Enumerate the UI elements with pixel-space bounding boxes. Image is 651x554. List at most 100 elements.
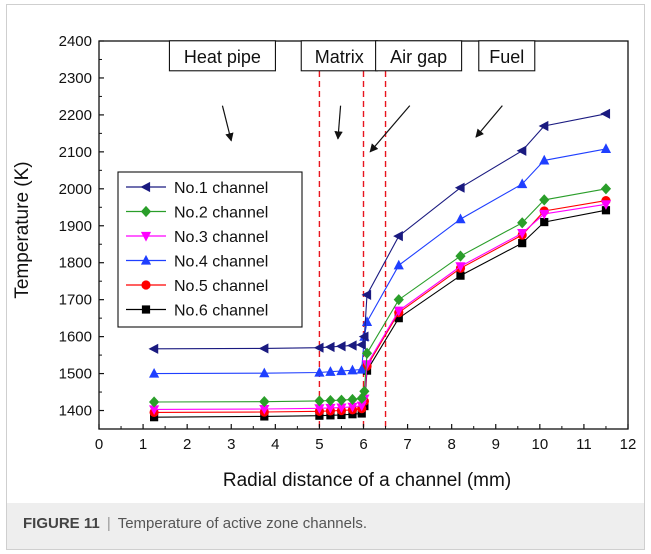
figure-caption: FIGURE 11 | Temperature of active zone c… [23,515,367,532]
annotation-label: Matrix [315,47,364,67]
legend-entry-6: No.1 channel [126,180,268,197]
legend-entry-5: No.2 channel [126,205,268,222]
data-point [347,402,358,413]
y-tick-label: 1800 [59,255,92,272]
series-6 [148,108,611,354]
data-point [335,341,346,352]
legend-label: No.5 channel [174,278,268,295]
data-point [516,145,527,156]
data-point [393,306,404,317]
data-point [361,316,373,326]
data-point [600,200,612,210]
data-point [361,347,373,359]
data-point [324,341,335,353]
data-point [314,404,325,414]
x-tick-label: 8 [447,436,455,453]
data-point [325,394,336,407]
annotation-arrow [475,105,503,138]
x-tick-label: 6 [359,436,367,453]
data-point [357,409,366,418]
y-tick-label: 1900 [59,218,92,235]
legend-swatch-marker [140,205,152,218]
data-point [313,342,324,353]
data-point [148,343,159,354]
y-tick-label: 1400 [59,403,92,420]
data-point [393,259,404,270]
x-tick-label: 3 [227,436,235,453]
data-point [361,360,373,370]
legend-label: No.4 channel [174,254,268,271]
zone-annotation-3: Air gap [369,40,463,153]
data-point [314,395,325,407]
data-point [336,365,347,376]
series-5 [149,183,612,408]
y-tick-label: 2100 [59,144,92,161]
data-point [325,403,336,414]
y-tick-label: 1600 [59,329,92,346]
annotation-box [168,40,276,72]
data-point [149,396,160,408]
data-point [393,294,404,306]
caption-separator: | [106,515,111,532]
annotation-arrow [221,105,234,142]
y-tick-label: 1700 [59,292,92,309]
data-point [455,250,466,262]
zone-annotation-4: Fuel [475,40,536,138]
data-point [539,209,550,220]
annotation-box [300,40,378,72]
caption-label: FIGURE 11 [23,515,100,532]
data-point [456,271,465,280]
data-point [356,339,366,350]
legend-entry-2: No.5 channel [126,278,268,295]
data-point [455,262,466,273]
data-point [347,364,358,375]
x-tick-label: 4 [271,436,279,453]
x-tick-label: 2 [183,436,191,453]
legend-label: No.1 channel [174,180,268,197]
data-point [359,385,370,397]
data-point [517,178,528,189]
x-tick-label: 9 [492,436,500,453]
annotation-arrow [369,105,411,153]
data-point [356,363,367,374]
y-tick-label: 2000 [59,181,92,198]
data-point [346,340,357,351]
x-tick-label: 0 [95,436,103,453]
legend-swatch-marker [140,254,152,265]
zone-annotation-2: Matrix [300,40,378,140]
data-point [356,392,367,404]
x-tick-label: 1 [139,436,147,453]
data-point [393,231,403,242]
data-point [149,405,160,416]
x-tick-label: 7 [403,436,411,453]
data-point [259,367,270,378]
data-point [600,143,612,154]
legend-label: No.6 channel [174,303,268,320]
y-tick-label: 1500 [59,366,92,383]
caption-bar [7,503,644,549]
x-tick-label: 5 [315,436,323,453]
data-point [600,108,611,119]
data-point [518,239,527,248]
y-tick-label: 2200 [59,107,92,124]
temperature-chart: 0 1 2 3 4 5 6 7 8 9 10 11 12140015001600170018001900… [12,33,636,491]
data-point [347,393,358,406]
data-point [601,206,611,215]
legend-label: No.3 channel [174,229,268,246]
annotation-label: Air gap [390,47,447,67]
data-point [150,413,159,422]
legend-swatch-marker [140,231,152,242]
data-point [361,289,372,300]
data-point [314,366,325,377]
annotation-box [375,40,463,72]
legend-swatch-marker [140,181,151,193]
legend-swatch-marker [141,280,151,290]
legend-entry-1: No.6 channel [126,303,268,320]
data-point [336,394,347,406]
annotation-box [478,40,536,72]
annotation-label: Heat pipe [184,47,261,67]
data-point [540,217,549,227]
data-point [358,331,369,342]
annotation-label: Fuel [489,47,524,67]
annotation-arrow [334,105,343,140]
